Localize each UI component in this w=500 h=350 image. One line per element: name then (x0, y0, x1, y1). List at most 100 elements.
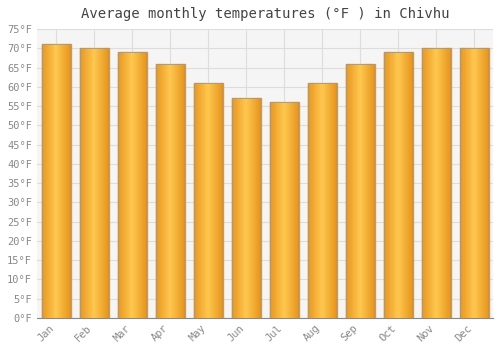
Bar (475, 48, 476, 318)
Bar (242, 98, 244, 318)
Bar (200, 83, 201, 318)
Bar (398, 52, 399, 318)
Bar (355, 64, 356, 318)
Bar (351, 64, 352, 318)
Bar (368, 64, 369, 318)
Bar (291, 102, 292, 318)
Bar (52, 44, 53, 318)
Bar (48, 44, 49, 318)
Bar (138, 52, 139, 318)
Bar (360, 64, 361, 318)
Bar (272, 102, 274, 318)
Bar (472, 48, 473, 318)
Bar (332, 83, 334, 318)
Bar (448, 48, 449, 318)
Bar (184, 64, 185, 318)
Bar (369, 64, 370, 318)
Bar (140, 52, 141, 318)
Bar (134, 52, 135, 318)
Bar (232, 98, 260, 318)
Bar (142, 52, 143, 318)
Bar (42, 44, 43, 318)
Bar (46, 44, 48, 318)
Bar (80, 48, 108, 318)
Bar (211, 83, 212, 318)
Bar (81, 48, 82, 318)
Bar (252, 98, 253, 318)
Bar (353, 64, 354, 318)
Bar (64, 44, 65, 318)
Bar (367, 64, 368, 318)
Bar (49, 44, 50, 318)
Bar (482, 48, 483, 318)
Bar (313, 83, 314, 318)
Bar (427, 48, 428, 318)
Bar (283, 102, 284, 318)
Bar (426, 48, 427, 318)
Bar (58, 44, 59, 318)
Bar (473, 48, 474, 318)
Bar (173, 64, 174, 318)
Bar (206, 83, 207, 318)
Bar (270, 102, 271, 318)
Bar (132, 52, 133, 318)
Bar (366, 64, 367, 318)
Bar (336, 83, 337, 318)
Bar (126, 52, 127, 318)
Bar (465, 48, 466, 318)
Bar (215, 83, 216, 318)
Bar (323, 83, 324, 318)
Bar (101, 48, 102, 318)
Bar (435, 48, 436, 318)
Bar (277, 102, 278, 318)
Bar (50, 44, 51, 318)
Bar (246, 98, 247, 318)
Bar (406, 52, 407, 318)
Bar (122, 52, 124, 318)
Bar (125, 52, 126, 318)
Bar (487, 48, 488, 318)
Bar (57, 44, 58, 318)
Bar (370, 64, 372, 318)
Bar (292, 102, 293, 318)
Bar (354, 64, 355, 318)
Bar (105, 48, 106, 318)
Bar (118, 52, 119, 318)
Bar (331, 83, 332, 318)
Bar (247, 98, 248, 318)
Bar (162, 64, 163, 318)
Bar (438, 48, 440, 318)
Bar (446, 48, 448, 318)
Bar (82, 48, 83, 318)
Bar (429, 48, 430, 318)
Bar (180, 64, 181, 318)
Bar (442, 48, 443, 318)
Bar (56, 44, 57, 318)
Bar (95, 48, 96, 318)
Bar (397, 52, 398, 318)
Bar (195, 83, 196, 318)
Bar (83, 48, 84, 318)
Bar (67, 44, 68, 318)
Bar (51, 44, 52, 318)
Bar (400, 52, 402, 318)
Bar (250, 98, 252, 318)
Bar (102, 48, 103, 318)
Bar (405, 52, 406, 318)
Bar (87, 48, 88, 318)
Bar (209, 83, 210, 318)
Bar (329, 83, 330, 318)
Bar (96, 48, 97, 318)
Bar (65, 44, 66, 318)
Bar (222, 83, 223, 318)
Bar (240, 98, 241, 318)
Bar (486, 48, 487, 318)
Bar (326, 83, 328, 318)
Bar (461, 48, 462, 318)
Bar (220, 83, 222, 318)
Bar (207, 83, 208, 318)
Bar (372, 64, 373, 318)
Bar (254, 98, 255, 318)
Bar (346, 64, 374, 318)
Bar (202, 83, 203, 318)
